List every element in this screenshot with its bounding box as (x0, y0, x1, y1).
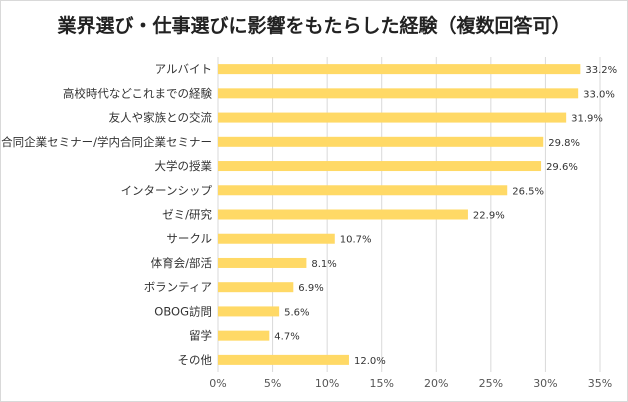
data-label: 4.7% (274, 332, 299, 343)
data-label: 10.7% (340, 235, 372, 246)
category-label: 高校時代などこれまでの経験 (63, 86, 213, 100)
bar (218, 185, 508, 196)
bar (218, 282, 294, 293)
x-tick-label: 30% (533, 377, 557, 390)
category-label: 体育会/部活 (151, 256, 212, 270)
x-tick-label: 10% (315, 377, 339, 390)
bar (218, 257, 307, 268)
x-tick-label: 0% (209, 377, 226, 390)
bars (218, 64, 581, 365)
category-label: その他 (178, 353, 213, 367)
value-labels: 33.2% 33.0% 31.9% 29.8% 29.6% 26.5% 22.9% 10.7%… (274, 65, 617, 367)
bar (218, 88, 579, 99)
category-label: サークル (166, 232, 212, 246)
bar (218, 330, 270, 341)
bar (218, 233, 335, 244)
data-label: 31.9% (571, 114, 603, 125)
x-tick-label: 5% (264, 377, 281, 390)
category-label: アルバイト (155, 62, 212, 76)
data-label: 5.6% (284, 307, 309, 318)
data-label: 8.1% (311, 259, 336, 270)
x-tick-label: 35% (588, 377, 612, 390)
data-label: 12.0% (354, 356, 386, 367)
data-label: 33.0% (583, 89, 615, 100)
bar (218, 209, 468, 220)
category-label: ゼミ/研究 (162, 208, 212, 222)
category-label: 友人や家族との交流 (109, 111, 213, 125)
x-tick-label: 15% (369, 377, 393, 390)
data-label: 29.8% (548, 138, 580, 149)
category-label: 留学 (189, 329, 212, 343)
category-label: OBOG訪問 (154, 304, 212, 318)
bar (218, 112, 567, 123)
x-axis-ticks: 0% 5% 10% 15% 20% 25% 30% 35% (209, 377, 612, 390)
data-label: 33.2% (585, 65, 617, 76)
category-label: 大学の授業 (155, 159, 213, 173)
chart-title: 業界選び・仕事選びに影響をもたらした経験（複数回答可） (57, 15, 571, 37)
x-tick-label: 20% (424, 377, 448, 390)
data-label: 26.5% (512, 186, 544, 197)
bar (218, 306, 280, 317)
bar (218, 64, 581, 75)
x-tick-label: 25% (479, 377, 503, 390)
bar (218, 161, 542, 172)
category-label: 合同企業セミナー/学内合同企業セミナー (1, 135, 212, 149)
bar (218, 354, 349, 365)
data-label: 6.9% (298, 283, 323, 294)
data-label: 29.6% (546, 162, 578, 173)
category-labels: アルバイト高校時代などこれまでの経験友人や家族との交流合同企業セミナー/学内合同… (1, 62, 212, 367)
category-label: インターンシップ (121, 183, 213, 197)
data-label: 22.9% (473, 211, 505, 222)
bar (218, 136, 544, 147)
category-label: ボランティア (144, 280, 212, 294)
